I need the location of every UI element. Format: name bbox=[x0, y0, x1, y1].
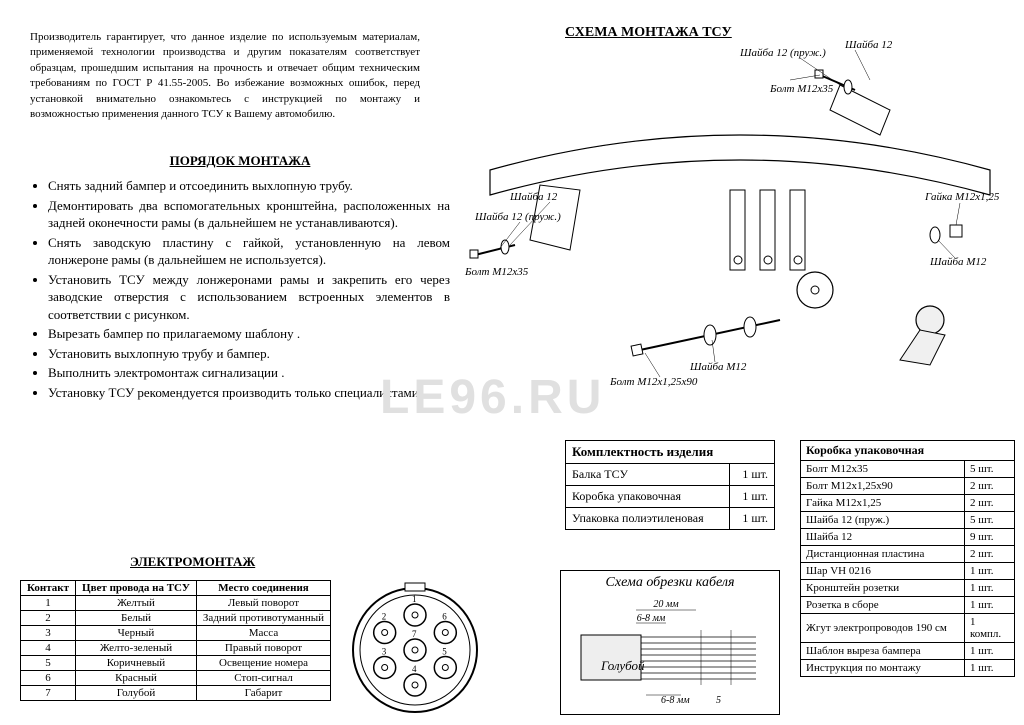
watermark: LE96.RU bbox=[380, 370, 605, 425]
step: Снять задний бампер и отсоединить выхлоп… bbox=[48, 177, 450, 195]
svg-text:20 мм: 20 мм bbox=[653, 599, 679, 610]
svg-text:6-8 мм: 6-8 мм bbox=[637, 613, 666, 624]
svg-text:7: 7 bbox=[412, 629, 417, 639]
installation-order: ПОРЯДОК МОНТАЖА Снять задний бампер и от… bbox=[30, 145, 450, 404]
table-row: 5КоричневыйОсвещение номера bbox=[21, 656, 331, 671]
electrical-table: Контакт Цвет провода на ТСУ Место соедин… bbox=[20, 580, 331, 701]
step: Вырезать бампер по прилагаемому шаблону … bbox=[48, 325, 450, 343]
korobka-header: Коробка упаковочная bbox=[801, 441, 1015, 461]
table-row: Дистанционная пластина2 шт. bbox=[801, 546, 1015, 563]
svg-text:Болт М12х1,25х90: Болт М12х1,25х90 bbox=[609, 376, 698, 388]
svg-text:Шайба 12: Шайба 12 bbox=[844, 40, 893, 51]
svg-text:Шайба М12: Шайба М12 bbox=[689, 361, 747, 373]
table-row: Коробка упаковочная1 шт. bbox=[566, 486, 775, 508]
cable-title: Схема обрезки кабеля bbox=[561, 571, 779, 595]
svg-text:6-8 мм: 6-8 мм bbox=[661, 695, 690, 706]
table-row: Шайба 129 шт. bbox=[801, 529, 1015, 546]
col-connection: Место соединения bbox=[196, 581, 330, 596]
table-row: Шаблон выреза бампера1 шт. bbox=[801, 643, 1015, 660]
table-row: Гайка М12х1,252 шт. bbox=[801, 495, 1015, 512]
cable-trim-diagram: Схема обрезки кабеля 20 мм 6-8 мм Голубо… bbox=[560, 570, 780, 715]
svg-text:Шайба 12 (пруж.): Шайба 12 (пруж.) bbox=[474, 211, 561, 223]
table-row: Кронштейн розетки1 шт. bbox=[801, 580, 1015, 597]
step: Установить ТСУ между лонжеронами рамы и … bbox=[48, 271, 450, 324]
table-row: Упаковка полиэтиленовая1 шт. bbox=[566, 508, 775, 530]
svg-text:Шайба 12: Шайба 12 bbox=[509, 191, 558, 203]
connector-diagram: 1 6 5 4 3 2 7 bbox=[345, 580, 485, 720]
table-row: 1ЖелтыйЛевый поворот bbox=[21, 596, 331, 611]
col-color: Цвет провода на ТСУ bbox=[76, 581, 197, 596]
komplekt-table: Комплектность изделия Балка ТСУ1 шт.Коро… bbox=[565, 440, 775, 530]
table-row: Розетка в сборе1 шт. bbox=[801, 597, 1015, 614]
step: Установить выхлопную трубу и бампер. bbox=[48, 345, 450, 363]
svg-text:Болт М12х35: Болт М12х35 bbox=[769, 83, 834, 95]
table-row: Балка ТСУ1 шт. bbox=[566, 464, 775, 486]
table-row: Болт М12х355 шт. bbox=[801, 461, 1015, 478]
svg-text:Шайба 12 (пруж.): Шайба 12 (пруж.) bbox=[739, 47, 826, 59]
svg-text:5: 5 bbox=[442, 647, 447, 657]
table-row: Болт М12х1,25х902 шт. bbox=[801, 478, 1015, 495]
table-row: Шайба 12 (пруж.)5 шт. bbox=[801, 512, 1015, 529]
table-row: Инструкция по монтажу1 шт. bbox=[801, 660, 1015, 677]
col-contact: Контакт bbox=[21, 581, 76, 596]
table-row: Шар VH 02161 шт. bbox=[801, 563, 1015, 580]
table-row: 3ЧерныйМасса bbox=[21, 626, 331, 641]
svg-text:Шайба М12: Шайба М12 bbox=[929, 256, 987, 268]
table-row: 7ГолубойГабарит bbox=[21, 686, 331, 701]
porjadok-list: Снять задний бампер и отсоединить выхлоп… bbox=[30, 177, 450, 402]
table-row: Жгут электропроводов 190 см1 компл. bbox=[801, 614, 1015, 643]
komplekt-header: Комплектность изделия bbox=[566, 441, 775, 464]
porjadok-heading: ПОРЯДОК МОНТАЖА bbox=[30, 153, 450, 169]
table-row: 4Желто-зеленыйПравый поворот bbox=[21, 641, 331, 656]
korobka-table: Коробка упаковочная Болт М12х355 шт.Болт… bbox=[800, 440, 1015, 677]
step: Демонтировать два вспомогательных кроншт… bbox=[48, 197, 450, 232]
step: Снять заводскую пластину с гайкой, устан… bbox=[48, 234, 450, 269]
table-row: 6КрасныйСтоп-сигнал bbox=[21, 671, 331, 686]
svg-text:2: 2 bbox=[382, 612, 387, 622]
elektro-heading: ЭЛЕКТРОМОНТАЖ bbox=[130, 554, 255, 570]
svg-text:5: 5 bbox=[716, 695, 721, 706]
svg-text:Голубой: Голубой bbox=[600, 658, 645, 673]
schema-title: СХЕМА МОНТАЖА ТСУ bbox=[565, 25, 732, 41]
svg-text:Болт М12х35: Болт М12х35 bbox=[464, 266, 529, 278]
svg-text:1: 1 bbox=[412, 594, 417, 604]
assembly-diagram: Шайба 12 Шайба 12 (пруж.) Болт М12х35 Ша… bbox=[460, 40, 1015, 410]
intro-text: Производитель гарантирует, что данное из… bbox=[30, 30, 420, 122]
svg-text:6: 6 bbox=[442, 612, 447, 622]
svg-text:Гайка М12х1,25: Гайка М12х1,25 bbox=[924, 191, 1000, 203]
svg-text:3: 3 bbox=[382, 647, 387, 657]
svg-text:4: 4 bbox=[412, 664, 417, 674]
table-row: 2БелыйЗадний противотуманный bbox=[21, 611, 331, 626]
